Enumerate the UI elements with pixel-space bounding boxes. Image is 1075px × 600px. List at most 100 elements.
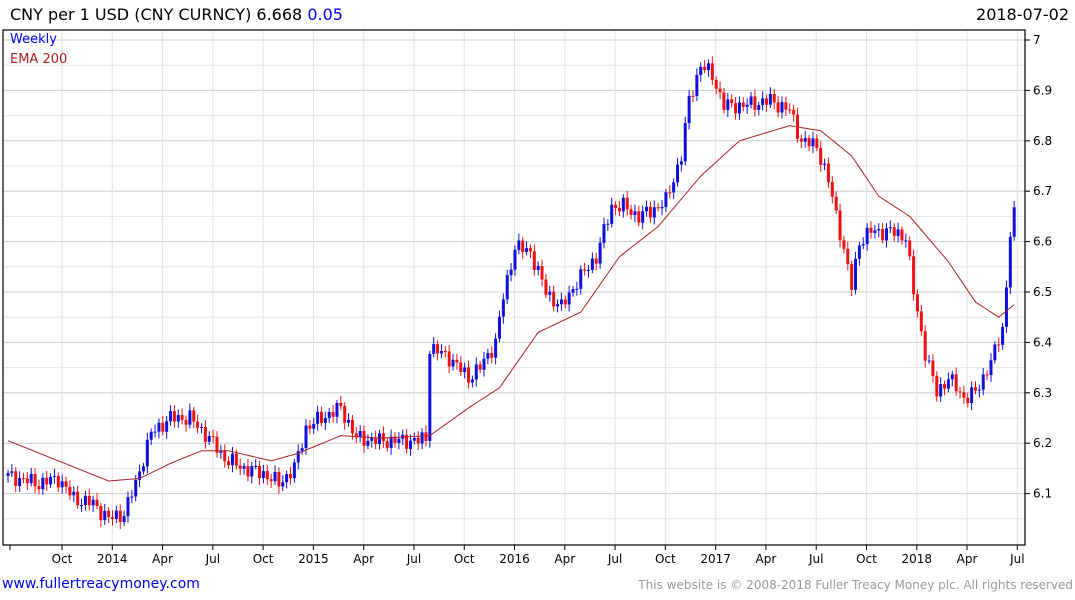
candle-body <box>509 269 513 276</box>
candle-body <box>482 358 486 370</box>
candle-body <box>668 192 672 194</box>
x-tick-label: Oct <box>52 552 73 566</box>
candle-body <box>474 364 478 380</box>
candle-body <box>432 344 436 354</box>
candle-body <box>505 275 509 300</box>
x-tick-label: 2018 <box>901 552 932 566</box>
candle-body <box>277 471 281 487</box>
candle-body <box>826 163 830 183</box>
candle-body <box>501 299 505 317</box>
x-tick-label: Apr <box>957 552 978 566</box>
candle-body <box>966 397 970 404</box>
candle-body <box>780 102 784 113</box>
candle-body <box>223 450 227 462</box>
candle-body <box>161 422 165 432</box>
y-tick-label: 6.4 <box>1033 335 1052 349</box>
candle-body <box>614 204 618 208</box>
x-tick-label: Jul <box>406 552 421 566</box>
candle-body <box>455 359 459 363</box>
legend-ema: EMA 200 <box>10 52 68 67</box>
candle-body <box>424 432 428 442</box>
candle-body <box>896 229 900 236</box>
candle-body <box>757 105 761 110</box>
candle-body <box>583 269 587 271</box>
candle-body <box>215 436 219 453</box>
candle-body <box>606 223 610 225</box>
chart-date: 2018-07-02 <box>976 5 1069 24</box>
site-link[interactable]: www.fullertreacymoney.com <box>2 576 200 592</box>
candle-body <box>254 465 258 467</box>
candle-body <box>857 245 861 259</box>
candle-body <box>49 476 53 485</box>
y-tick-label: 6.9 <box>1033 83 1052 97</box>
candle-body <box>633 211 637 216</box>
candle-body <box>188 410 192 425</box>
candle-body <box>598 242 602 264</box>
candle-body <box>157 422 161 432</box>
candle-body <box>459 362 463 372</box>
candle-body <box>753 96 757 110</box>
candle-body <box>946 379 950 389</box>
candle-body <box>935 375 939 397</box>
candle-body <box>319 411 323 423</box>
candle-body <box>196 421 200 428</box>
candle-body <box>927 360 931 362</box>
candle-body <box>467 367 471 383</box>
candle-body <box>521 240 525 252</box>
candle-body <box>567 292 571 305</box>
candle-body <box>149 431 153 440</box>
candle-body <box>602 224 606 243</box>
candle-body <box>381 433 385 442</box>
candle-body <box>610 204 614 224</box>
candle-body <box>974 387 977 391</box>
candle-body <box>745 104 749 107</box>
candle-body <box>130 496 134 498</box>
y-tick-label: 6.5 <box>1033 285 1052 299</box>
candle-body <box>722 92 726 110</box>
x-tick-label: 2016 <box>499 552 530 566</box>
candle-body <box>997 344 1001 346</box>
x-tick-label: Oct <box>655 552 676 566</box>
candle-body <box>258 465 262 479</box>
candle-body <box>528 248 532 252</box>
y-tick-label: 6.8 <box>1033 134 1052 148</box>
candle-body <box>687 95 691 124</box>
candle-body <box>525 248 529 252</box>
candle-body <box>1004 287 1008 327</box>
candle-body <box>679 161 683 165</box>
candle-body <box>21 478 25 480</box>
x-tick-label: Apr <box>353 552 374 566</box>
candle-body <box>544 279 548 295</box>
candle-body <box>122 516 126 522</box>
candle-body <box>594 258 598 264</box>
candle-body <box>420 432 424 444</box>
candle-body <box>842 240 846 249</box>
candle-body <box>931 360 935 376</box>
candle-body <box>726 99 730 110</box>
candle-body <box>285 474 289 483</box>
y-tick-label: 6.7 <box>1033 184 1052 198</box>
candle-body <box>87 495 91 506</box>
candle-body <box>970 387 974 404</box>
candle-body <box>83 495 87 506</box>
candle-body <box>273 471 277 482</box>
candle-body <box>954 374 958 392</box>
candle-body <box>877 228 881 231</box>
candle-body <box>497 316 501 339</box>
candle-body <box>811 138 815 147</box>
candle-body <box>648 206 652 218</box>
candle-body <box>590 258 594 271</box>
candle-body <box>347 419 351 423</box>
candle-body <box>587 270 590 272</box>
candle-body <box>145 439 149 467</box>
candle-body <box>1001 326 1005 345</box>
candle-body <box>710 63 714 80</box>
candle-body <box>428 353 432 442</box>
candle-body <box>900 229 904 241</box>
candle-body <box>25 478 29 484</box>
candle-body <box>772 94 776 103</box>
candle-body <box>494 338 498 358</box>
candle-body <box>915 294 919 312</box>
candle-body <box>200 426 203 428</box>
candle-body <box>350 419 354 434</box>
